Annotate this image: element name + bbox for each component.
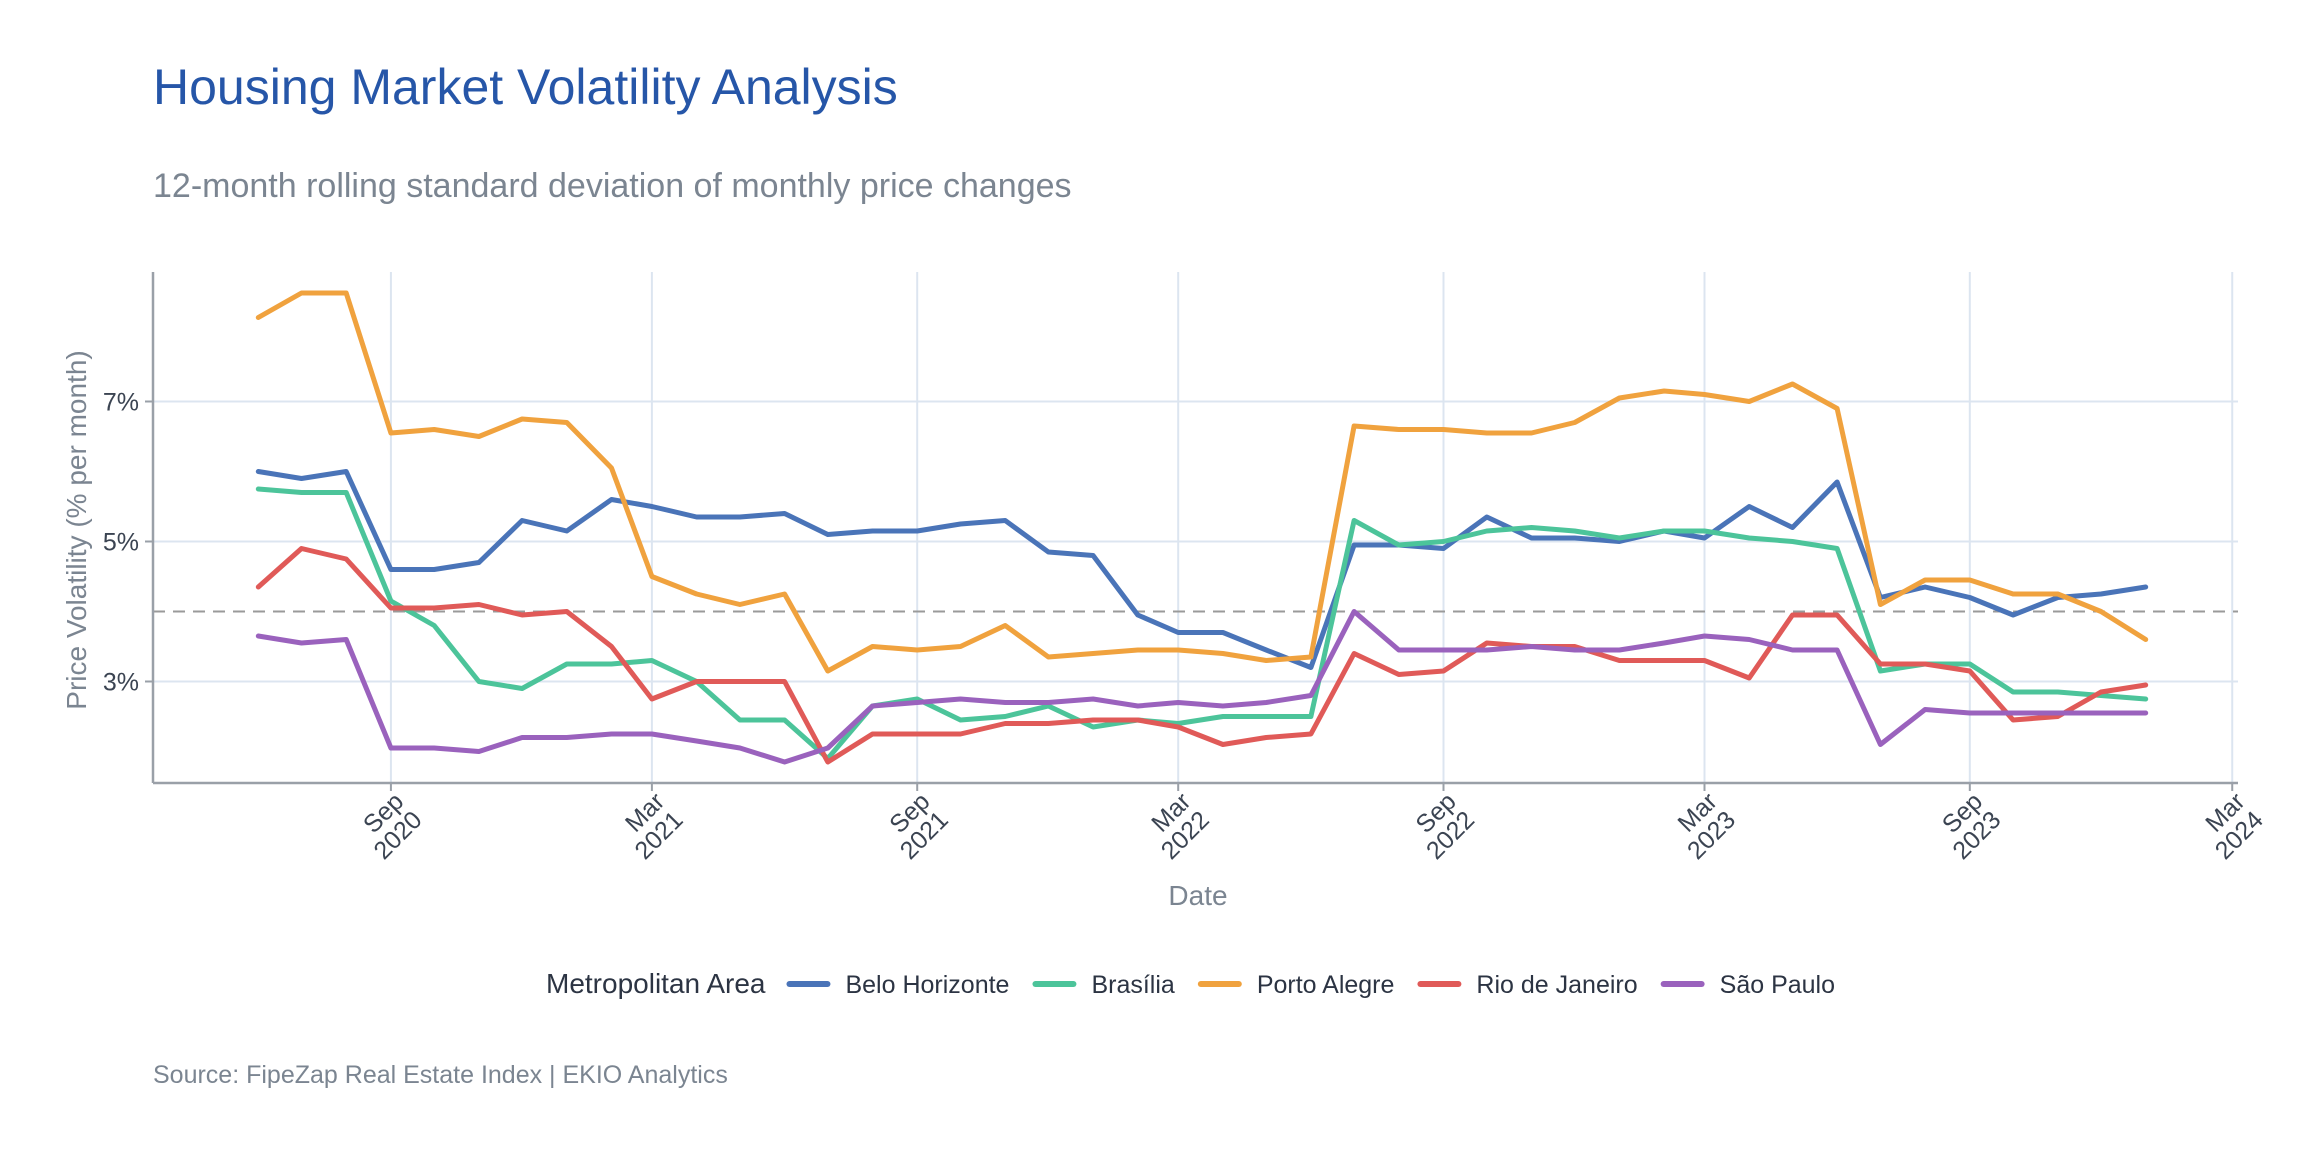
legend-label: Porto Alegre: [1257, 971, 1395, 999]
legend: Metropolitan Area Belo Horizonte Brasília…: [546, 968, 1835, 999]
axes: [151, 272, 2238, 785]
series-line-belo-horizonte: [255, 469, 2149, 670]
legend-label: Brasília: [1091, 971, 1174, 999]
series-lines: [255, 290, 2149, 765]
y-tick-label: 5%: [103, 529, 139, 557]
series-line-rio-de-janeiro: [255, 546, 2149, 765]
y-tick-label: 3%: [103, 669, 139, 697]
legend-item-porto-alegre: Porto Alegre: [1197, 971, 1395, 999]
chart-title: Housing Market Volatility Analysis: [153, 59, 898, 115]
series-line-sao-paulo: [255, 609, 2149, 765]
chart-caption: Source: FipeZap Real Estate Index | EKIO…: [153, 1061, 728, 1089]
legend-item-sao-paulo: São Paulo: [1660, 971, 1835, 999]
legend-label: São Paulo: [1720, 971, 1835, 999]
series-line-brasilia: [255, 486, 2149, 761]
legend-item-belo-horizonte: Belo Horizonte: [786, 971, 1009, 999]
chart-subtitle: 12-month rolling standard deviation of m…: [153, 167, 1072, 205]
x-axis-title: Date: [1168, 880, 1227, 911]
legend-item-rio-de-janeiro: Rio de Janeiro: [1417, 971, 1638, 999]
legend-item-brasilia: Brasília: [1032, 971, 1175, 999]
y-axis-title: Price Volatility (% per month): [61, 350, 92, 709]
y-tick-label: 7%: [103, 389, 139, 417]
series-line-porto-alegre: [255, 290, 2149, 674]
legend-title: Metropolitan Area: [546, 968, 766, 999]
legend-label: Rio de Janeiro: [1476, 971, 1637, 999]
legend-label: Belo Horizonte: [845, 971, 1009, 999]
